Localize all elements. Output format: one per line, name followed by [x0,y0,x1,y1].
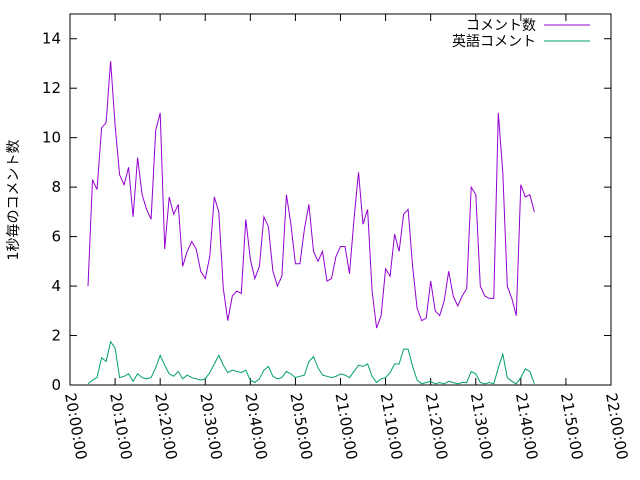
x-tick-label: 20:50:00 [286,392,315,461]
y-tick-label: 12 [42,79,61,97]
series-line-english-comments [87,340,535,385]
x-tick-label: 20:20:00 [151,392,180,461]
y-tick-label: 10 [42,129,61,147]
x-tick-label: 21:40:00 [512,392,541,461]
x-tick-label: 21:50:00 [557,392,586,461]
plot-frame [69,13,612,386]
x-tick-label: 20:40:00 [241,392,270,461]
y-tick-label: 8 [51,178,61,196]
y-tick-label: 4 [51,277,61,295]
y-axis: 0 2 4 6 8 10 12 14 [42,30,611,394]
legend: コメント数 英語コメント [452,18,590,50]
x-tick-label: 21:20:00 [422,392,451,461]
y-tick-label: 6 [51,228,61,246]
legend-label-english-comments: 英語コメント [452,33,536,50]
y-tick-label: 14 [42,30,61,48]
x-axis: 20:00:00 20:10:00 20:20:00 20:30:00 20:40:00… [61,14,631,461]
legend-label-comments: コメント数 [466,18,536,34]
y-axis-label: 1秒毎のコメント数 [6,140,22,261]
x-tick-label: 20:00:00 [61,392,90,461]
y-tick-label: 2 [51,327,61,345]
x-tick-label: 22:00:00 [602,392,631,461]
x-tick-label: 21:10:00 [377,392,406,461]
series-line-comments [87,60,535,329]
y-tick-label: 0 [51,376,61,394]
x-tick-label: 21:30:00 [467,392,496,461]
x-tick-label: 20:30:00 [196,392,225,461]
x-tick-label: 21:00:00 [332,392,361,461]
series-layer [87,60,535,385]
x-tick-label: 20:10:00 [106,392,135,461]
